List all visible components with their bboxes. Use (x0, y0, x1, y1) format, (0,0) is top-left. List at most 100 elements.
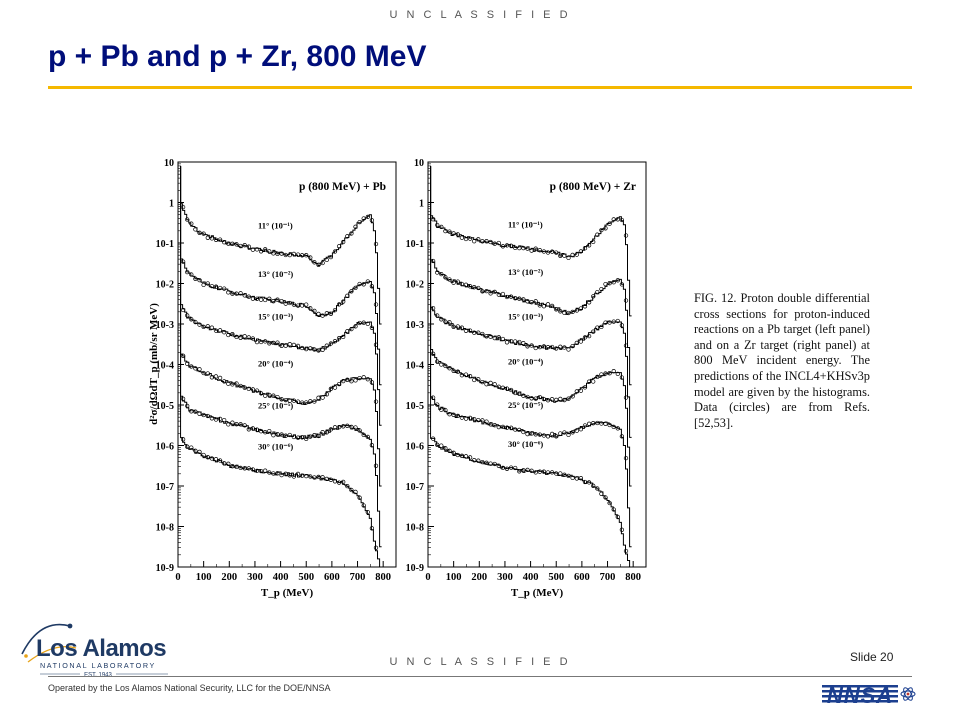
data-point (435, 313, 440, 318)
data-point (607, 422, 612, 428)
data-point (504, 294, 510, 300)
data-point (549, 397, 555, 402)
data-point (488, 239, 493, 245)
data-point (189, 317, 194, 322)
data-point (361, 320, 366, 325)
x-tick-label: 600 (574, 572, 590, 583)
data-point (619, 323, 625, 328)
data-point (492, 289, 497, 295)
data-point (525, 299, 530, 304)
data-point (513, 427, 518, 432)
data-point (295, 435, 301, 440)
data-point (324, 257, 329, 263)
data-point (328, 386, 334, 391)
data-point (238, 422, 243, 427)
data-point (283, 397, 288, 403)
data-point (521, 429, 526, 435)
data-point (222, 417, 227, 423)
data-point (562, 472, 567, 477)
data-point (365, 434, 370, 440)
y-tick-label: 10-6 (406, 442, 424, 453)
data-point (341, 479, 346, 485)
data-point (488, 380, 493, 386)
data-point (463, 372, 469, 377)
data-point (308, 399, 313, 404)
data-point (316, 262, 321, 267)
x-tick-label: 600 (324, 572, 340, 583)
data-point (320, 347, 325, 352)
data-point (488, 334, 493, 339)
data-point (459, 373, 465, 378)
data-point (517, 427, 522, 433)
y-tick-label: 10-2 (406, 280, 424, 291)
x-tick-label: 700 (600, 572, 616, 583)
data-point (513, 465, 518, 471)
data-point (496, 292, 501, 297)
data-point (332, 249, 338, 254)
data-point (447, 320, 452, 325)
data-point (275, 394, 280, 400)
data-point (603, 495, 608, 500)
data-point (287, 342, 292, 347)
data-point (599, 227, 604, 233)
data-point (455, 369, 460, 374)
series-histogram (430, 166, 632, 438)
data-point (586, 243, 592, 248)
data-point (291, 474, 297, 479)
data-point (586, 480, 592, 485)
data-point (205, 281, 210, 286)
data-point (299, 253, 305, 258)
data-point (541, 304, 547, 309)
data-point (570, 394, 575, 399)
data-point (263, 297, 268, 303)
series-label: 15° (10⁻³) (508, 312, 543, 322)
data-point (430, 351, 436, 356)
data-point (525, 344, 530, 349)
data-point (189, 364, 194, 369)
data-point (222, 240, 227, 245)
data-point (254, 296, 260, 301)
data-point (570, 309, 575, 315)
cross-section-figure: d²σ/dΩdT_p (mb/sr MeV)10110-110-210-310-… (148, 158, 647, 599)
series-label: 11° (10⁻¹) (508, 220, 543, 230)
data-point (299, 400, 305, 405)
data-point (582, 304, 588, 309)
data-point (242, 385, 247, 390)
data-point (496, 424, 501, 430)
data-point (226, 381, 231, 386)
data-point (525, 246, 530, 251)
data-point (267, 428, 272, 434)
data-point (369, 380, 375, 385)
x-tick-label: 100 (196, 572, 212, 583)
data-point (443, 407, 448, 413)
data-point (566, 473, 571, 479)
series-label: 25° (10⁻⁵) (258, 401, 293, 411)
data-point (250, 387, 256, 392)
data-point (480, 379, 485, 385)
data-point (328, 341, 334, 346)
data-point (455, 452, 460, 458)
data-point (586, 421, 592, 426)
x-tick-label: 0 (175, 572, 180, 583)
data-point (275, 251, 280, 257)
data-point (197, 367, 202, 372)
data-point (623, 298, 629, 303)
data-point (271, 471, 276, 476)
data-point (615, 278, 620, 283)
data-point (541, 469, 547, 474)
data-point (291, 398, 297, 403)
data-point (439, 407, 444, 412)
x-tick-label: 300 (247, 572, 263, 583)
data-point (607, 221, 612, 226)
data-point (549, 431, 555, 437)
data-point (443, 275, 448, 280)
data-point (336, 302, 342, 307)
data-point (459, 235, 465, 240)
data-point (312, 475, 317, 480)
data-point (455, 413, 460, 419)
data-point (258, 468, 264, 474)
data-point (545, 470, 551, 475)
data-point (267, 341, 272, 346)
data-point (361, 432, 366, 438)
data-point (476, 237, 481, 242)
